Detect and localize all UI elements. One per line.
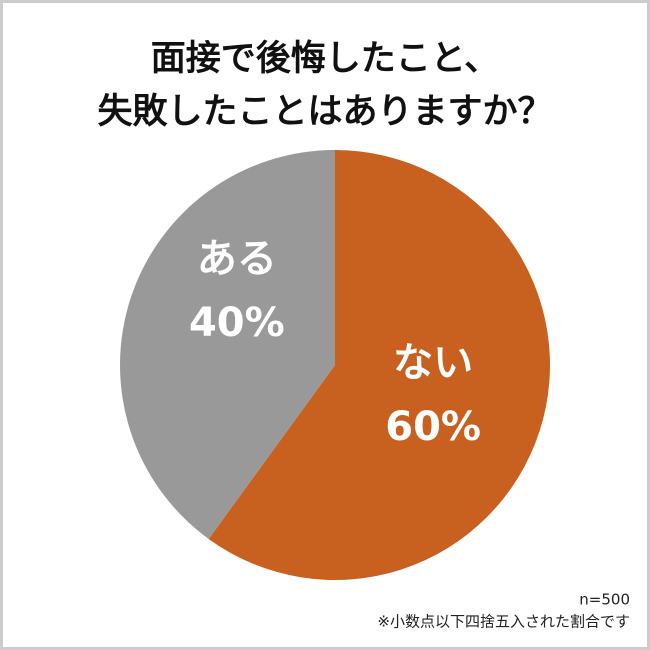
footnote: ※小数点以下四捨五入された割合です xyxy=(377,613,630,631)
slice-value-label: 60% xyxy=(385,404,481,450)
sample-size: n=500 xyxy=(579,591,630,609)
pie-slice xyxy=(119,150,335,539)
chart-title: 失敗したことはありますか？ xyxy=(97,92,552,132)
slice-category: ない xyxy=(393,340,473,386)
chart-title: 面接で後悔したこと、 xyxy=(151,39,500,79)
pie-slice xyxy=(208,150,551,580)
slice-category: ある xyxy=(197,236,277,282)
slice-value-label: 40% xyxy=(189,300,285,346)
